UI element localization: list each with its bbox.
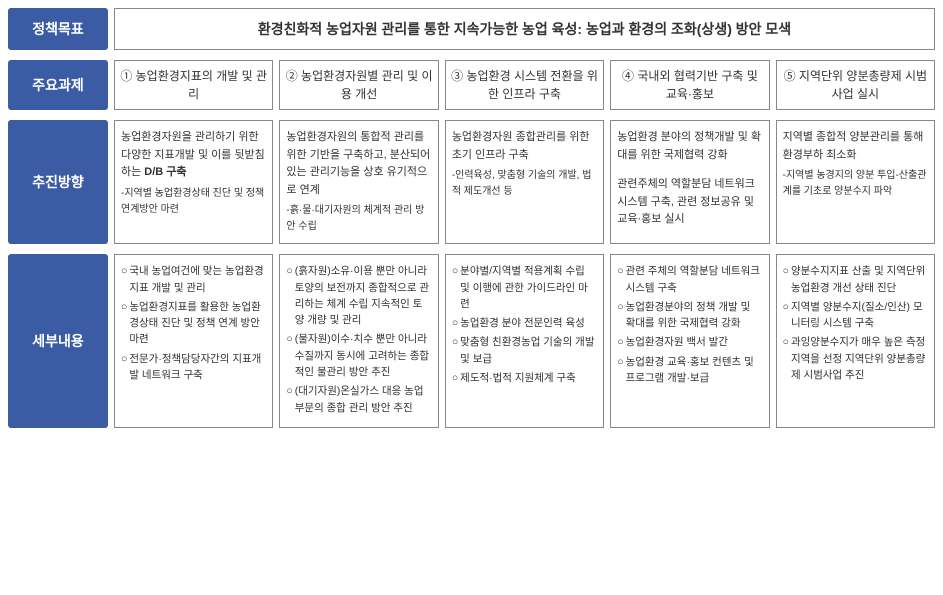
detail-item: ○분야별/지역별 적용계획 수립 및 이행에 관한 가이드라인 마련 (452, 263, 597, 312)
label-details: 세부내용 (8, 254, 108, 427)
detail-item: ○농업환경분야의 정책 개발 및 확대를 위한 국제협력 강화 (617, 299, 762, 332)
detail-text: 분야별/지역별 적용계획 수립 및 이행에 관한 가이드라인 마련 (460, 263, 597, 312)
detail-item: ○농업환경 교육·홍보 컨텐츠 및 프로그램 개발·보급 (617, 354, 762, 387)
detail-item: ○농업환경 분야 전문인력 육성 (452, 315, 597, 331)
direction-content: 농업환경자원을 관리하기 위한 다양한 지표개발 및 이를 뒷받침하는 D/B … (114, 120, 935, 244)
bullet-icon: ○ (286, 383, 292, 416)
detail-item: ○제도적·법적 지원체계 구축 (452, 370, 597, 386)
bullet-icon: ○ (121, 351, 127, 384)
direction-sub: -흙·물·대기자원의 체계적 관리 방안 수립 (286, 203, 431, 235)
label-tasks: 주요과제 (8, 60, 108, 110)
task-3: ③ 농업환경 시스템 전환을 위한 인프라 구축 (445, 60, 604, 110)
direction-box-5: 지역별 종합적 양분관리를 통해 환경부하 최소화 -지역별 농경지의 양분 투입… (776, 120, 935, 244)
task-5: ⑤ 지역단위 양분총량제 시범사업 실시 (776, 60, 935, 110)
detail-text: 과잉양분수지가 매우 높은 측정지역을 선정 지역단위 양분총량제 시범사업 추… (791, 334, 928, 383)
detail-text: 관련 주체의 역할분담 네트워크 시스템 구축 (626, 263, 763, 296)
detail-text: 전문가·정책담당자간의 지표개발 네트워크 구축 (129, 351, 266, 384)
direction-sub: -지역별 농경지의 양분 투입-산출관계를 기초로 양분수지 파악 (783, 168, 928, 200)
detail-item: ○(물자원)이수·치수 뿐만 아니라 수질까지 동시에 고려하는 종합적인 물관… (286, 331, 431, 380)
detail-box-4: ○관련 주체의 역할분담 네트워크 시스템 구축○농업환경분야의 정책 개발 및… (610, 254, 769, 427)
detail-item: ○과잉양분수지가 매우 높은 측정지역을 선정 지역단위 양분총량제 시범사업 … (783, 334, 928, 383)
row-direction: 추진방향 농업환경자원을 관리하기 위한 다양한 지표개발 및 이를 뒷받침하는… (8, 120, 935, 244)
tasks-content: ① 농업환경지표의 개발 및 관리 ② 농업환경자원별 관리 및 이용 개선 ③… (114, 60, 935, 110)
bullet-icon: ○ (286, 263, 292, 328)
bullet-icon: ○ (121, 299, 127, 348)
direction-box-4: 농업환경 분야의 정책개발 및 확대를 위한 국제협력 강화관련주체의 역할분담… (610, 120, 769, 244)
detail-text: (물자원)이수·치수 뿐만 아니라 수질까지 동시에 고려하는 종합적인 물관리… (295, 331, 432, 380)
direction-main: 농업환경자원을 관리하기 위한 다양한 지표개발 및 이를 뒷받침하는 D/B … (121, 129, 266, 182)
direction-main: 농업환경자원 종합관리를 위한 초기 인프라 구축 (452, 129, 597, 164)
detail-item: ○양분수지지표 산출 및 지역단위 농업환경 개선 상태 진단 (783, 263, 928, 296)
detail-item: ○지역별 양분수지(질소/인산) 모니터링 시스템 구축 (783, 299, 928, 332)
direction-box-3: 농업환경자원 종합관리를 위한 초기 인프라 구축 -인력육성, 맞춤형 기술의 … (445, 120, 604, 244)
bullet-icon: ○ (783, 334, 789, 383)
row-goal: 정책목표 환경친화적 농업자원 관리를 통한 지속가능한 농업 육성: 농업과 … (8, 8, 935, 50)
detail-box-1: ○국내 농업여건에 맞는 농업환경지표 개발 및 관리○농업환경지표를 활용한 … (114, 254, 273, 427)
direction-sub: 관련주체의 역할분담 네트워크 시스템 구축, 관련 정보공유 및 교육·홍보 … (617, 176, 762, 229)
direction-main: 지역별 종합적 양분관리를 통해 환경부하 최소화 (783, 129, 928, 164)
detail-text: 농업환경분야의 정책 개발 및 확대를 위한 국제협력 강화 (626, 299, 763, 332)
task-2: ② 농업환경자원별 관리 및 이용 개선 (279, 60, 438, 110)
detail-text: 농업환경자원 백서 발간 (626, 334, 763, 350)
detail-item: ○농업환경자원 백서 발간 (617, 334, 762, 350)
label-direction: 추진방향 (8, 120, 108, 244)
direction-main: 농업환경자원의 통합적 관리를 위한 기반을 구축하고, 분산되어 있는 관리기… (286, 129, 431, 199)
direction-box-2: 농업환경자원의 통합적 관리를 위한 기반을 구축하고, 분산되어 있는 관리기… (279, 120, 438, 244)
bullet-icon: ○ (783, 263, 789, 296)
details-content: ○국내 농업여건에 맞는 농업환경지표 개발 및 관리○농업환경지표를 활용한 … (114, 254, 935, 427)
detail-box-3: ○분야별/지역별 적용계획 수립 및 이행에 관한 가이드라인 마련○농업환경 … (445, 254, 604, 427)
detail-item: ○맞춤형 친환경농업 기술의 개발 및 보급 (452, 334, 597, 367)
detail-box-5: ○양분수지지표 산출 및 지역단위 농업환경 개선 상태 진단○지역별 양분수지… (776, 254, 935, 427)
goal-text: 환경친화적 농업자원 관리를 통한 지속가능한 농업 육성: 농업과 환경의 조… (114, 8, 935, 50)
bullet-icon: ○ (783, 299, 789, 332)
bullet-icon: ○ (452, 370, 458, 386)
detail-text: (흙자원)소유·이용 뿐만 아니라 토양의 보전까지 종합적으로 관리하는 체계… (295, 263, 432, 328)
bullet-icon: ○ (617, 334, 623, 350)
detail-item: ○관련 주체의 역할분담 네트워크 시스템 구축 (617, 263, 762, 296)
detail-item: ○국내 농업여건에 맞는 농업환경지표 개발 및 관리 (121, 263, 266, 296)
goal-content: 환경친화적 농업자원 관리를 통한 지속가능한 농업 육성: 농업과 환경의 조… (114, 8, 935, 50)
detail-item: ○농업환경지표를 활용한 농업환경상태 진단 및 정책 연계 방안 마련 (121, 299, 266, 348)
bullet-icon: ○ (617, 299, 623, 332)
bullet-icon: ○ (286, 331, 292, 380)
bullet-icon: ○ (452, 263, 458, 312)
detail-text: 제도적·법적 지원체계 구축 (460, 370, 597, 386)
bullet-icon: ○ (121, 263, 127, 296)
bullet-icon: ○ (617, 354, 623, 387)
detail-text: 농업환경지표를 활용한 농업환경상태 진단 및 정책 연계 방안 마련 (129, 299, 266, 348)
detail-text: 맞춤형 친환경농업 기술의 개발 및 보급 (460, 334, 597, 367)
detail-box-2: ○(흙자원)소유·이용 뿐만 아니라 토양의 보전까지 종합적으로 관리하는 체… (279, 254, 438, 427)
row-tasks: 주요과제 ① 농업환경지표의 개발 및 관리 ② 농업환경자원별 관리 및 이용… (8, 60, 935, 110)
detail-text: 농업환경 교육·홍보 컨텐츠 및 프로그램 개발·보급 (626, 354, 763, 387)
direction-sub: -인력육성, 맞춤형 기술의 개발, 법적 제도개선 등 (452, 168, 597, 200)
direction-box-1: 농업환경자원을 관리하기 위한 다양한 지표개발 및 이를 뒷받침하는 D/B … (114, 120, 273, 244)
task-1: ① 농업환경지표의 개발 및 관리 (114, 60, 273, 110)
bullet-icon: ○ (617, 263, 623, 296)
detail-text: 농업환경 분야 전문인력 육성 (460, 315, 597, 331)
bullet-icon: ○ (452, 315, 458, 331)
detail-text: 지역별 양분수지(질소/인산) 모니터링 시스템 구축 (791, 299, 928, 332)
detail-text: (대기자원)온실가스 대응 농업부문의 종합 관리 방안 추진 (295, 383, 432, 416)
direction-sub: -지역별 농업환경상태 진단 및 정책 연계방안 마련 (121, 186, 266, 218)
detail-item: ○전문가·정책담당자간의 지표개발 네트워크 구축 (121, 351, 266, 384)
detail-text: 국내 농업여건에 맞는 농업환경지표 개발 및 관리 (129, 263, 266, 296)
detail-text: 양분수지지표 산출 및 지역단위 농업환경 개선 상태 진단 (791, 263, 928, 296)
label-goal: 정책목표 (8, 8, 108, 50)
detail-item: ○(흙자원)소유·이용 뿐만 아니라 토양의 보전까지 종합적으로 관리하는 체… (286, 263, 431, 328)
detail-item: ○(대기자원)온실가스 대응 농업부문의 종합 관리 방안 추진 (286, 383, 431, 416)
row-details: 세부내용 ○국내 농업여건에 맞는 농업환경지표 개발 및 관리○농업환경지표를… (8, 254, 935, 427)
direction-main: 농업환경 분야의 정책개발 및 확대를 위한 국제협력 강화 (617, 129, 762, 164)
bullet-icon: ○ (452, 334, 458, 367)
task-4: ④ 국내외 협력기반 구축 및 교육·홍보 (610, 60, 769, 110)
